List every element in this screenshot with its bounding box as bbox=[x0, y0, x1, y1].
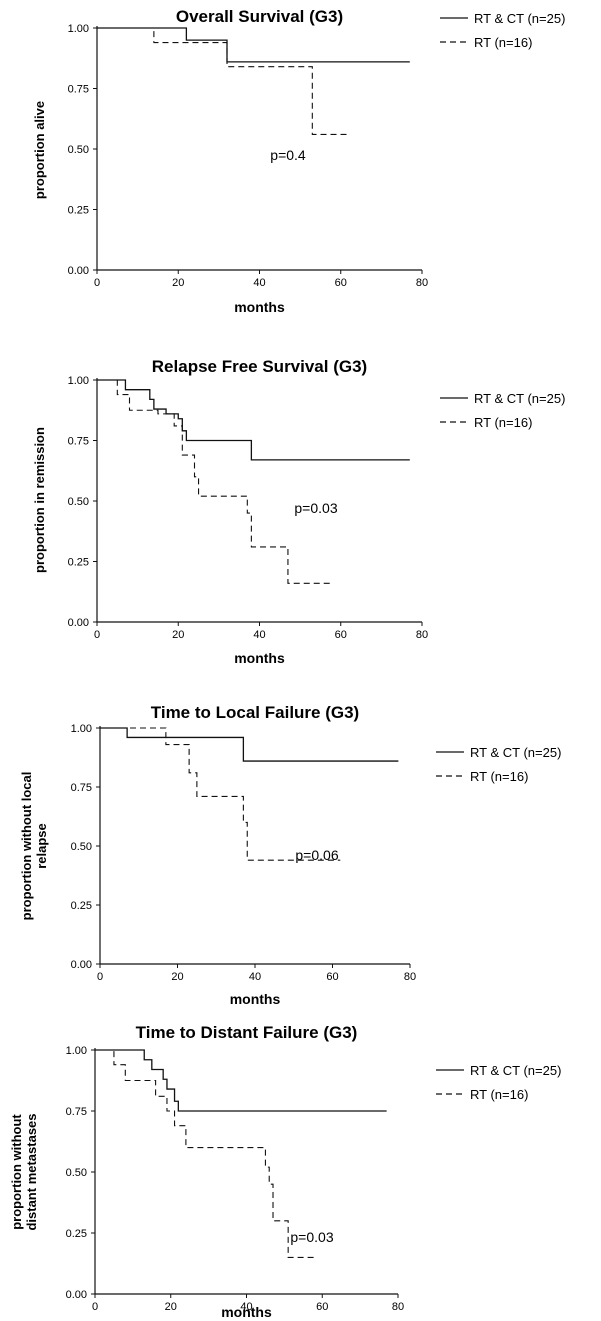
y-tick-label: 0.00 bbox=[68, 617, 89, 629]
x-tick-label: 20 bbox=[172, 277, 184, 289]
chart-svg: Time to Distant Failure (G3) 0 20 40 60 80 0.0… bbox=[9, 1023, 561, 1320]
x-tick-label: 60 bbox=[335, 629, 347, 641]
x-tick-label: 20 bbox=[172, 629, 184, 641]
x-axis-label: months bbox=[234, 650, 285, 666]
chart-svg: Time to Local Failure (G3) 0 20 40 60 80 0.00 0… bbox=[19, 703, 561, 1007]
x-tick-label: 20 bbox=[165, 1301, 177, 1313]
y-tick-label: 0.25 bbox=[71, 900, 92, 912]
y-axis-label-line: relapse bbox=[34, 823, 49, 869]
y-tick-label: 0.00 bbox=[68, 265, 89, 277]
chart-title: Time to Distant Failure (G3) bbox=[136, 1023, 358, 1042]
y-axis-label-line: proportion in remission bbox=[32, 427, 47, 573]
y-tick-label: 0.75 bbox=[68, 436, 89, 448]
x-tick-label: 0 bbox=[92, 1301, 98, 1313]
series-line-rt bbox=[97, 379, 333, 584]
x-tick-label: 40 bbox=[249, 971, 261, 983]
x-tick-label: 40 bbox=[253, 629, 265, 641]
y-tick-label: 0.25 bbox=[68, 205, 89, 217]
x-tick-label: 40 bbox=[253, 277, 265, 289]
series-line-rt-ct bbox=[97, 379, 410, 461]
legend-label: RT & CT (n=25) bbox=[470, 745, 561, 760]
y-tick-label: 0.50 bbox=[71, 841, 92, 853]
y-tick-label: 1.00 bbox=[66, 1045, 87, 1057]
y-axis-label: proportion alive bbox=[32, 101, 47, 199]
chart-panel-relapse-free-survival: Relapse Free Survival (G3) 0 20 40 60 80 0.00 0… bbox=[0, 350, 601, 680]
p-value-annotation: p=0.06 bbox=[295, 847, 338, 863]
series-line-rt-ct bbox=[95, 1049, 387, 1112]
x-tick-label: 20 bbox=[171, 971, 183, 983]
y-axis-label-line: distant metastases bbox=[24, 1113, 39, 1230]
y-tick-label: 0.75 bbox=[66, 1106, 87, 1118]
legend-label: RT & CT (n=25) bbox=[470, 1063, 561, 1078]
y-tick-label: 0.50 bbox=[66, 1167, 87, 1179]
y-tick-label: 0.75 bbox=[68, 84, 89, 96]
y-tick-label: 1.00 bbox=[68, 23, 89, 35]
y-tick-label: 1.00 bbox=[68, 375, 89, 387]
x-tick-label: 60 bbox=[326, 971, 338, 983]
x-axis-label: months bbox=[234, 299, 285, 315]
y-axis-label-line: proportion without local bbox=[19, 772, 34, 921]
y-tick-label: 0.25 bbox=[66, 1228, 87, 1240]
x-axis-label: months bbox=[230, 991, 281, 1007]
x-tick-label: 60 bbox=[316, 1301, 328, 1313]
chart-panel-distant-failure: Time to Distant Failure (G3) 0 20 40 60 80 0.0… bbox=[0, 1020, 601, 1321]
legend-label: RT (n=16) bbox=[470, 769, 528, 784]
p-value-annotation: p=0.4 bbox=[270, 147, 306, 163]
y-axis-label: proportion withoutdistant metastases bbox=[9, 1113, 39, 1230]
y-tick-label: 0.00 bbox=[66, 1289, 87, 1301]
y-axis-label-line: proportion without bbox=[9, 1114, 24, 1230]
series-line-rt bbox=[100, 727, 341, 861]
x-tick-label: 80 bbox=[404, 971, 416, 983]
series-line-rt bbox=[95, 1049, 315, 1258]
p-value-annotation: p=0.03 bbox=[294, 500, 337, 516]
y-axis-label: proportion in remission bbox=[32, 427, 47, 573]
x-tick-label: 60 bbox=[335, 277, 347, 289]
x-tick-label: 0 bbox=[97, 971, 103, 983]
chart-panel-local-failure: Time to Local Failure (G3) 0 20 40 60 80 0.00 0… bbox=[0, 700, 601, 1010]
y-tick-label: 0.00 bbox=[71, 959, 92, 971]
x-tick-label: 0 bbox=[94, 629, 100, 641]
y-tick-label: 0.50 bbox=[68, 144, 89, 156]
series-line-rt bbox=[97, 27, 349, 136]
chart-title: Relapse Free Survival (G3) bbox=[152, 357, 367, 376]
chart-svg: Overall Survival (G3) 0 20 40 60 80 0.00 0.25 0.… bbox=[32, 7, 565, 315]
series-line-rt-ct bbox=[100, 727, 399, 762]
legend-label: RT (n=16) bbox=[474, 35, 532, 50]
x-tick-label: 80 bbox=[416, 277, 428, 289]
chart-svg: Relapse Free Survival (G3) 0 20 40 60 80 0.00 0… bbox=[32, 357, 565, 666]
chart-panel-overall-survival: Overall Survival (G3) 0 20 40 60 80 0.00 0.25 0.… bbox=[0, 0, 601, 322]
y-axis-label: proportion without localrelapse bbox=[19, 772, 49, 921]
series-line-rt-ct bbox=[97, 27, 410, 63]
y-tick-label: 1.00 bbox=[71, 723, 92, 735]
legend-label: RT (n=16) bbox=[474, 415, 532, 430]
legend-label: RT & CT (n=25) bbox=[474, 391, 565, 406]
x-tick-label: 0 bbox=[94, 277, 100, 289]
x-tick-label: 80 bbox=[416, 629, 428, 641]
y-tick-label: 0.75 bbox=[71, 782, 92, 794]
chart-title: Time to Local Failure (G3) bbox=[151, 703, 359, 722]
y-axis-label-line: proportion alive bbox=[32, 101, 47, 199]
chart-title: Overall Survival (G3) bbox=[176, 7, 343, 26]
x-tick-label: 40 bbox=[240, 1301, 252, 1313]
y-tick-label: 0.50 bbox=[68, 496, 89, 508]
x-tick-label: 80 bbox=[392, 1301, 404, 1313]
legend-label: RT (n=16) bbox=[470, 1087, 528, 1102]
legend-label: RT & CT (n=25) bbox=[474, 11, 565, 26]
p-value-annotation: p=0.03 bbox=[290, 1229, 333, 1245]
y-tick-label: 0.25 bbox=[68, 557, 89, 569]
x-axis-label: months bbox=[221, 1304, 272, 1320]
